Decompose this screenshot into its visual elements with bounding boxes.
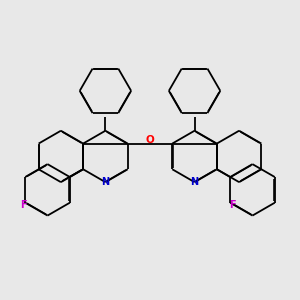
Text: F: F	[229, 200, 236, 210]
Text: O: O	[146, 135, 154, 145]
Text: N: N	[101, 177, 110, 187]
Text: F: F	[20, 200, 26, 210]
Text: N: N	[190, 177, 199, 187]
